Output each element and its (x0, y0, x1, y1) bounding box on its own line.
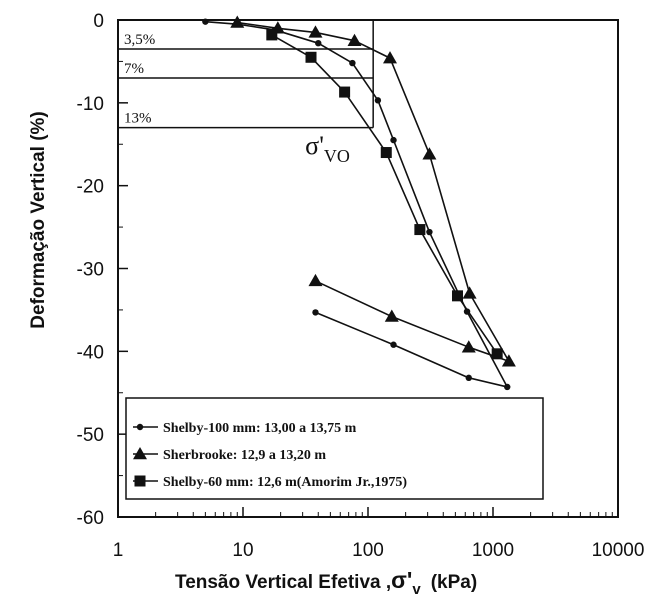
y-tick-label: -30 (77, 260, 104, 281)
strain-level-label: 7% (124, 61, 144, 77)
data-point-triangle (308, 25, 323, 38)
data-point-circle (202, 18, 209, 25)
data-point-triangle (461, 340, 476, 353)
y-tick-label: -10 (77, 94, 104, 115)
legend-entry: Shelby-60 mm: 12,6 m(Amorim Jr.,1975) (133, 475, 407, 490)
data-point-square (452, 290, 464, 302)
data-point-triangle (422, 147, 437, 160)
data-point-circle (315, 39, 322, 47)
x-axis-title-sub: v (412, 581, 421, 598)
legend-entry: Sherbrooke: 12,9 a 13,20 m (133, 447, 326, 463)
sigma-vo-label-sub: VO (324, 146, 350, 166)
data-point-circle (426, 228, 433, 236)
data-point-square (266, 29, 278, 41)
data-point-circle (349, 59, 356, 67)
x-axis-title-unit: (kPa) (431, 572, 477, 593)
strain-level-label: 3,5% (124, 32, 155, 48)
series-triangle (230, 15, 516, 367)
x-tick-label: 10 (232, 540, 253, 561)
x-tick-label: 1 (113, 540, 124, 561)
data-point-triangle (501, 354, 516, 367)
y-tick-label: -50 (77, 425, 104, 446)
legend-entries: Shelby-100 mm: 13,00 a 13,75 m Sherbrooke… (133, 421, 407, 490)
y-axis-title: Deformação Vertical (%) (28, 111, 49, 329)
legend-label: Sherbrooke: 12,9 a 13,20 m (163, 448, 326, 463)
data-point-square (491, 348, 503, 360)
legend-label: Shelby-60 mm: 12,6 m(Amorim Jr.,1975) (163, 475, 407, 490)
legend-box (125, 397, 544, 500)
legend-label: Shelby-100 mm: 13,00 a 13,75 m (163, 421, 357, 436)
x-tick-label: 1000 (472, 540, 514, 561)
data-point-circle (374, 97, 382, 104)
data-point-circle (504, 383, 511, 391)
data-point-square (339, 86, 351, 98)
data-point-square (380, 147, 392, 159)
y-tick-label: -60 (77, 508, 104, 529)
data-point-circle (312, 309, 319, 316)
series-square (266, 29, 503, 360)
legend: Shelby-100 mm: 13,00 a 13,75 m Sherbrooke… (125, 397, 544, 500)
annotation-group: 3,5% 7% 13% σ'VO (118, 20, 374, 166)
data-point-square (134, 475, 146, 487)
data-point-circle (465, 374, 472, 382)
data-point-triangle (462, 286, 477, 299)
legend-entry: Shelby-100 mm: 13,00 a 13,75 m (133, 421, 357, 436)
data-point-triangle (230, 15, 245, 28)
y-tick-label: 0 (93, 11, 104, 32)
y-tick-label: -40 (77, 342, 104, 363)
sigma-vo-label: σ'VO (305, 131, 350, 166)
data-point-triangle (347, 33, 362, 46)
x-axis-title-main: Tensão Vertical Efetiva , (175, 572, 391, 593)
x-tick-labels: 1 10 100 1000 10000 (113, 540, 645, 561)
x-tick-label: 100 (352, 540, 384, 561)
data-point-triangle (308, 273, 323, 287)
x-tick-label: 10000 (592, 540, 645, 561)
x-axis-title: Tensão Vertical Efetiva ,σ'v (kPa) (175, 567, 477, 598)
data-point-circle (390, 136, 397, 144)
y-tick-labels: 0 -10 -20 -30 -40 -50 -60 (77, 11, 104, 529)
data-point-circle (136, 423, 144, 431)
data-point-triangle (133, 447, 147, 460)
data-point-square (305, 51, 317, 63)
data-point-triangle (383, 51, 398, 64)
data-point-circle (390, 341, 397, 348)
series-group (202, 15, 516, 391)
data-point-square (414, 224, 426, 236)
sigma-vo-label-main: σ' (305, 131, 324, 160)
x-axis-title-sigma: σ' (391, 567, 412, 593)
strain-level-label: 13% (124, 111, 152, 127)
y-tick-label: -20 (77, 177, 104, 198)
data-point-triangle (384, 309, 399, 322)
tick-group (117, 19, 619, 518)
